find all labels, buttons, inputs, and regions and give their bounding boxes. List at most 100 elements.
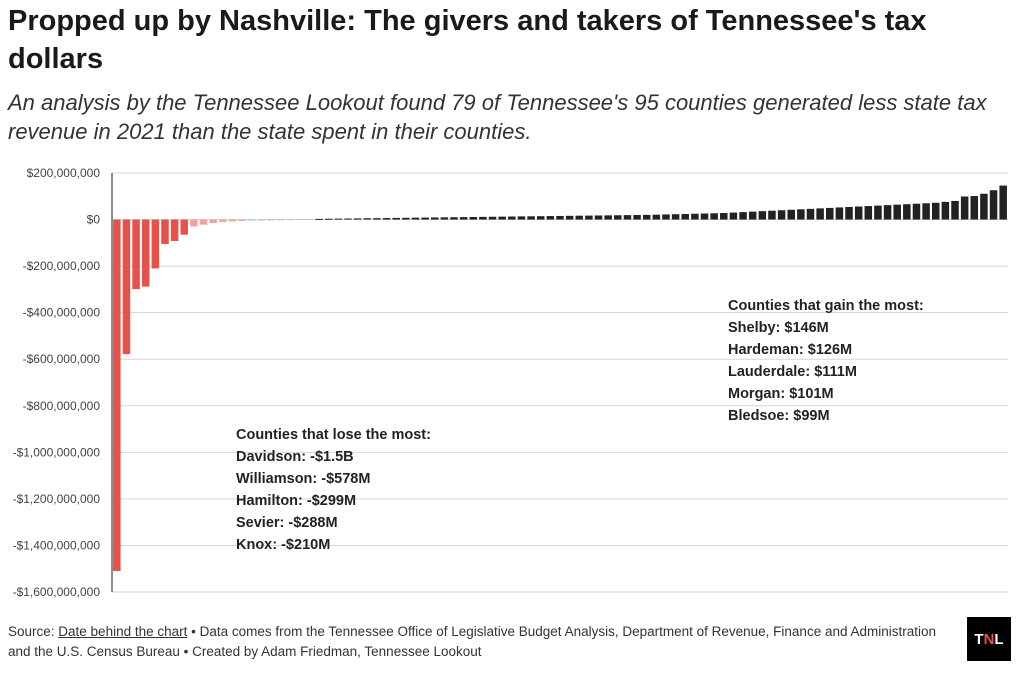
county-bar xyxy=(325,218,333,220)
county-bar xyxy=(286,219,294,221)
county-bar xyxy=(305,218,314,220)
gain-annotation-item: Lauderdale: $111M xyxy=(728,364,857,380)
gain-annotation-item: Bledsoe: $99M xyxy=(728,408,830,424)
county-bar xyxy=(190,219,198,227)
county-bar xyxy=(671,214,680,220)
county-bar xyxy=(469,216,478,220)
county-bar xyxy=(874,205,882,220)
county-bar xyxy=(141,219,150,287)
county-bar xyxy=(459,217,468,220)
county-bar xyxy=(527,216,535,220)
county-bar xyxy=(257,219,266,221)
county-bar xyxy=(276,219,285,221)
county-bar xyxy=(488,216,497,220)
county-bar xyxy=(431,217,439,220)
lose-annotation-item: Hamilton: -$299M xyxy=(236,493,356,509)
county-bar xyxy=(122,219,131,355)
county-bar xyxy=(691,213,699,220)
county-bar xyxy=(228,219,237,222)
y-tick-label: $200,000,000 xyxy=(27,166,101,180)
lose-annotation: Counties that lose the most: Davidson: -… xyxy=(236,427,431,553)
source-description: • Data comes from the Tennessee Office o… xyxy=(8,624,937,659)
county-bar xyxy=(633,215,641,220)
county-bar xyxy=(315,218,323,220)
county-bar xyxy=(180,219,189,235)
county-bar xyxy=(113,219,121,572)
county-bar xyxy=(402,217,410,220)
y-tick-label: -$1,200,000,000 xyxy=(13,492,101,506)
county-bar xyxy=(132,219,140,290)
y-tick-label: $0 xyxy=(87,213,101,227)
county-bar xyxy=(748,211,757,220)
county-bar xyxy=(498,216,506,220)
bar-chart: $200,000,000 $0 -$200,000,000 -$400,000,000… xyxy=(13,166,1008,599)
y-tick-label: -$400,000,000 xyxy=(23,306,101,320)
gain-annotation-item: Morgan: $101M xyxy=(728,386,834,402)
county-bar xyxy=(729,212,738,220)
county-bar xyxy=(777,210,786,220)
county-bar xyxy=(334,218,343,220)
gain-annotation: Counties that gain the most: Shelby: $14… xyxy=(728,298,924,424)
county-bar xyxy=(912,203,921,220)
county-bar xyxy=(710,213,718,220)
county-bar xyxy=(787,209,795,220)
logo-letter-t: T xyxy=(974,630,984,648)
y-axis-ticks: $200,000,000 $0 -$200,000,000 -$400,000,000… xyxy=(13,166,101,599)
y-tick-label: -$1,400,000,000 xyxy=(13,538,101,552)
county-bar xyxy=(681,213,689,220)
county-bar xyxy=(382,218,391,220)
county-bar xyxy=(508,216,516,220)
county-bar xyxy=(951,200,959,220)
county-bar xyxy=(199,219,208,225)
logo-letter-l: L xyxy=(994,630,1004,648)
county-bar xyxy=(826,207,834,220)
county-bar xyxy=(835,207,844,220)
county-bar xyxy=(845,206,853,220)
county-bar xyxy=(989,190,998,220)
county-bar xyxy=(883,205,892,220)
county-bar xyxy=(893,204,901,220)
bars-layer xyxy=(113,185,1007,572)
county-bar xyxy=(854,206,863,220)
county-bar xyxy=(797,209,805,220)
county-bar xyxy=(247,219,256,221)
source-data-link[interactable]: Date behind the chart xyxy=(58,624,188,639)
county-bar xyxy=(363,218,372,220)
lose-annotation-item: Sevier: -$288M xyxy=(236,515,338,531)
county-bar xyxy=(238,219,246,221)
county-bar xyxy=(440,217,449,220)
county-bar xyxy=(623,215,632,220)
county-bar xyxy=(575,215,584,220)
y-tick-label: -$1,600,000,000 xyxy=(13,585,101,599)
county-bar xyxy=(922,203,930,220)
grid-layer xyxy=(112,172,1008,593)
county-bar xyxy=(604,215,612,220)
lose-annotation-heading: Counties that lose the most: xyxy=(236,427,431,443)
county-bar xyxy=(450,217,458,220)
county-bar xyxy=(768,210,776,220)
county-bar xyxy=(556,215,564,220)
logo-letter-n: N xyxy=(983,630,995,648)
county-bar xyxy=(662,214,670,220)
lose-annotation-item: Williamson: -$578M xyxy=(236,471,370,487)
county-bar xyxy=(806,208,815,220)
lose-annotation-item: Knox: -$210M xyxy=(236,537,330,553)
county-bar xyxy=(161,219,169,244)
county-bar xyxy=(353,218,362,220)
county-bar xyxy=(585,215,593,220)
county-bar xyxy=(546,216,555,220)
lose-annotation-item: Davidson: -$1.5B xyxy=(236,449,354,465)
county-bar xyxy=(652,214,661,220)
y-tick-label: -$1,000,000,000 xyxy=(13,445,101,459)
county-bar xyxy=(941,201,950,220)
county-bar xyxy=(517,216,526,220)
y-tick-label: -$200,000,000 xyxy=(23,259,101,273)
county-bar xyxy=(209,219,217,224)
county-bar xyxy=(999,185,1007,220)
county-bar xyxy=(594,215,603,220)
county-bar xyxy=(479,216,487,220)
county-bar xyxy=(700,213,709,220)
county-bar xyxy=(931,202,940,220)
county-bar xyxy=(980,193,988,220)
